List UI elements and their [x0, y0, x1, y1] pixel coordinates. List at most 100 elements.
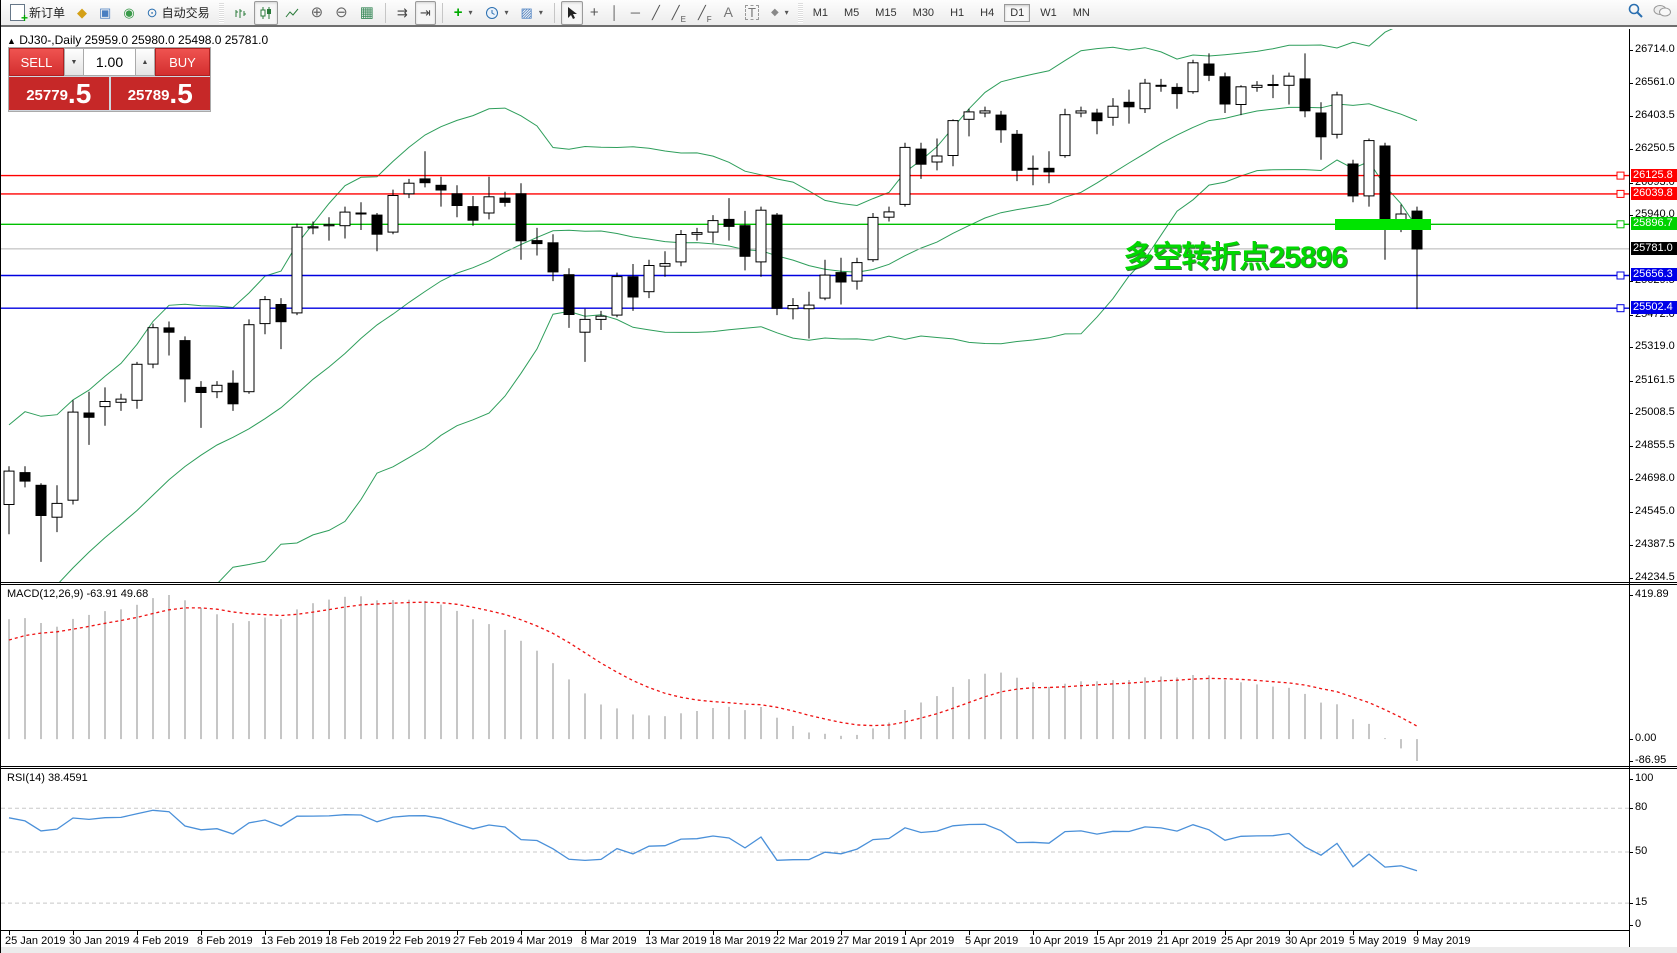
- candle[interactable]: [307, 221, 319, 235]
- auto-scroll-button[interactable]: ⇉: [392, 1, 413, 25]
- candle[interactable]: [867, 213, 879, 262]
- candle[interactable]: [1251, 81, 1263, 92]
- sell-button[interactable]: SELL: [9, 48, 64, 76]
- candle[interactable]: [579, 308, 591, 362]
- new-order-button[interactable]: 新订单: [5, 1, 70, 25]
- candle[interactable]: [211, 381, 223, 399]
- fibonacci-button[interactable]: ╱ F: [693, 1, 717, 25]
- equidistant-channel-button[interactable]: ╱ E: [667, 1, 691, 25]
- trendline-button[interactable]: ╱: [647, 1, 665, 25]
- candle[interactable]: [339, 206, 351, 239]
- candle[interactable]: [1219, 72, 1231, 113]
- line-chart-button[interactable]: [280, 1, 304, 25]
- horizontal-line-button[interactable]: ─: [626, 1, 645, 25]
- candle[interactable]: [787, 298, 799, 320]
- candle[interactable]: [195, 381, 207, 428]
- candle[interactable]: [659, 251, 671, 277]
- candle[interactable]: [1059, 108, 1071, 158]
- candle[interactable]: [739, 210, 751, 271]
- candle[interactable]: [1075, 106, 1087, 118]
- hline-endpoint-25502.4[interactable]: [1616, 304, 1625, 313]
- hline-endpoint-25896.7[interactable]: [1616, 220, 1625, 229]
- candle[interactable]: [547, 234, 559, 282]
- timeframe-button-H4[interactable]: H4: [980, 6, 995, 19]
- timeframe-button-M5[interactable]: M5: [843, 6, 860, 19]
- candle[interactable]: [1043, 151, 1055, 184]
- zoom-in-button[interactable]: ⊕: [306, 1, 329, 25]
- candle[interactable]: [915, 142, 927, 179]
- candle[interactable]: [291, 223, 303, 316]
- candle[interactable]: [531, 227, 543, 256]
- candle[interactable]: [499, 191, 511, 207]
- candle[interactable]: [1379, 142, 1391, 260]
- candle[interactable]: [995, 110, 1007, 143]
- timeframe-button-M1[interactable]: M1: [812, 6, 828, 19]
- candle[interactable]: [483, 176, 495, 220]
- candle[interactable]: [227, 370, 239, 411]
- periods-button[interactable]: ▾: [480, 1, 514, 25]
- candle[interactable]: [771, 213, 783, 316]
- candle[interactable]: [803, 291, 815, 339]
- candle[interactable]: [147, 323, 159, 369]
- buy-button[interactable]: BUY: [155, 48, 210, 76]
- candle[interactable]: [643, 259, 655, 299]
- candle[interactable]: [179, 336, 191, 403]
- candle[interactable]: [259, 296, 271, 335]
- candle[interactable]: [595, 310, 607, 330]
- candle[interactable]: [1187, 59, 1199, 94]
- candlestick-chart-button[interactable]: [253, 0, 278, 25]
- candle[interactable]: [243, 319, 255, 394]
- candle[interactable]: [355, 202, 367, 230]
- candle[interactable]: [131, 361, 143, 409]
- hline-endpoint-25656.3[interactable]: [1616, 271, 1625, 280]
- candle[interactable]: [1235, 85, 1247, 116]
- search-icon[interactable]: [1627, 2, 1644, 19]
- candle[interactable]: [67, 400, 79, 505]
- text-label-button[interactable]: T: [740, 1, 764, 25]
- hline-endpoint-26039.8[interactable]: [1616, 189, 1625, 198]
- candle[interactable]: [1011, 130, 1023, 182]
- volume-input[interactable]: 1.00: [84, 48, 135, 76]
- candle[interactable]: [1347, 159, 1359, 203]
- signals-button[interactable]: ◉: [118, 1, 139, 25]
- chat-icon[interactable]: [1652, 3, 1672, 19]
- candle[interactable]: [3, 466, 15, 535]
- candle[interactable]: [963, 108, 975, 137]
- hline-endpoint-26125.8[interactable]: [1616, 171, 1625, 180]
- main-price-chart[interactable]: [1, 29, 1629, 582]
- volume-increase-button[interactable]: ▲: [135, 48, 155, 76]
- zoom-out-button[interactable]: ⊖: [330, 1, 353, 25]
- bar-chart-button[interactable]: [228, 1, 252, 25]
- candle[interactable]: [947, 119, 959, 167]
- candle[interactable]: [819, 259, 831, 301]
- crosshair-button[interactable]: +: [585, 1, 604, 25]
- candle[interactable]: [707, 215, 719, 243]
- candle[interactable]: [371, 213, 383, 252]
- timeframe-button-M15[interactable]: M15: [875, 6, 897, 19]
- highlight-rectangle-object[interactable]: [1335, 219, 1431, 230]
- candle[interactable]: [899, 142, 911, 207]
- candle[interactable]: [883, 206, 895, 222]
- candle[interactable]: [515, 183, 527, 260]
- timeframe-button-M30[interactable]: M30: [912, 6, 935, 19]
- templates-button[interactable]: ▨ ▾: [516, 1, 548, 25]
- candle[interactable]: [83, 391, 95, 445]
- candle[interactable]: [1299, 53, 1311, 118]
- candle[interactable]: [755, 206, 767, 277]
- panel-divider[interactable]: [1, 766, 1677, 767]
- candle[interactable]: [627, 264, 639, 311]
- timeframe-button-W1[interactable]: W1: [1040, 6, 1057, 19]
- candle[interactable]: [1315, 102, 1327, 160]
- indicators-button[interactable]: + ▾: [449, 1, 478, 25]
- candle[interactable]: [403, 178, 415, 199]
- candle[interactable]: [323, 217, 335, 241]
- timeframe-button-H1[interactable]: H1: [950, 6, 965, 19]
- collapse-icon[interactable]: ▲: [7, 36, 16, 46]
- rsi-indicator-panel[interactable]: [1, 769, 1629, 930]
- candle[interactable]: [723, 198, 735, 241]
- candle[interactable]: [675, 230, 687, 267]
- buy-price-display[interactable]: 25789 .5: [110, 77, 210, 110]
- candle[interactable]: [851, 257, 863, 290]
- volume-decrease-button[interactable]: ▼: [64, 48, 84, 76]
- cursor-button[interactable]: [560, 0, 583, 25]
